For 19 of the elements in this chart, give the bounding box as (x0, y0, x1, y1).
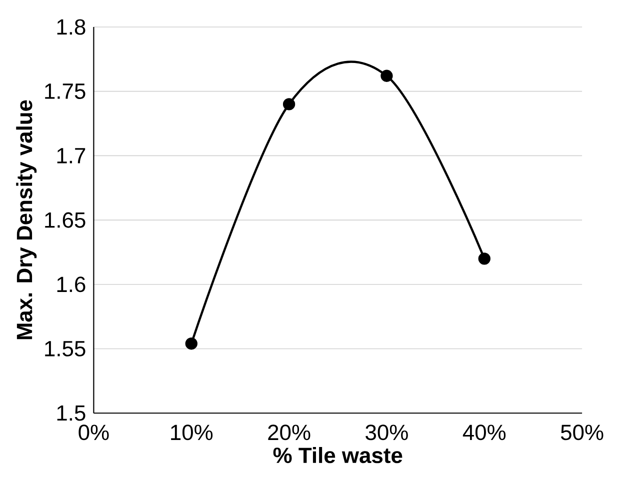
x-tick-label: 10% (171, 424, 213, 440)
point (185, 338, 198, 350)
x-tick-label: 50% (560, 424, 604, 440)
point (282, 98, 296, 110)
y-axis-title: Max. Dry Density value (16, 100, 37, 340)
y-tick-label: 1.5 (57, 405, 86, 421)
y-tick-label: 1.75 (45, 84, 86, 100)
point (380, 70, 393, 82)
point (478, 252, 490, 265)
y-tick-label: 1.7 (57, 148, 86, 164)
y-tick-label: 1.8 (57, 19, 86, 35)
x-tick-label: 0% (78, 424, 109, 440)
x-axis-title: % Tile waste (273, 447, 402, 464)
y-tick-label: 1.55 (45, 341, 86, 356)
y-tick-label: 1.65 (45, 212, 86, 228)
x-tick-label: 20% (268, 424, 310, 440)
x-tick-label: 30% (366, 424, 408, 440)
y-tick-label: 1.6 (57, 276, 86, 292)
x-tick-label: 40% (462, 424, 506, 440)
